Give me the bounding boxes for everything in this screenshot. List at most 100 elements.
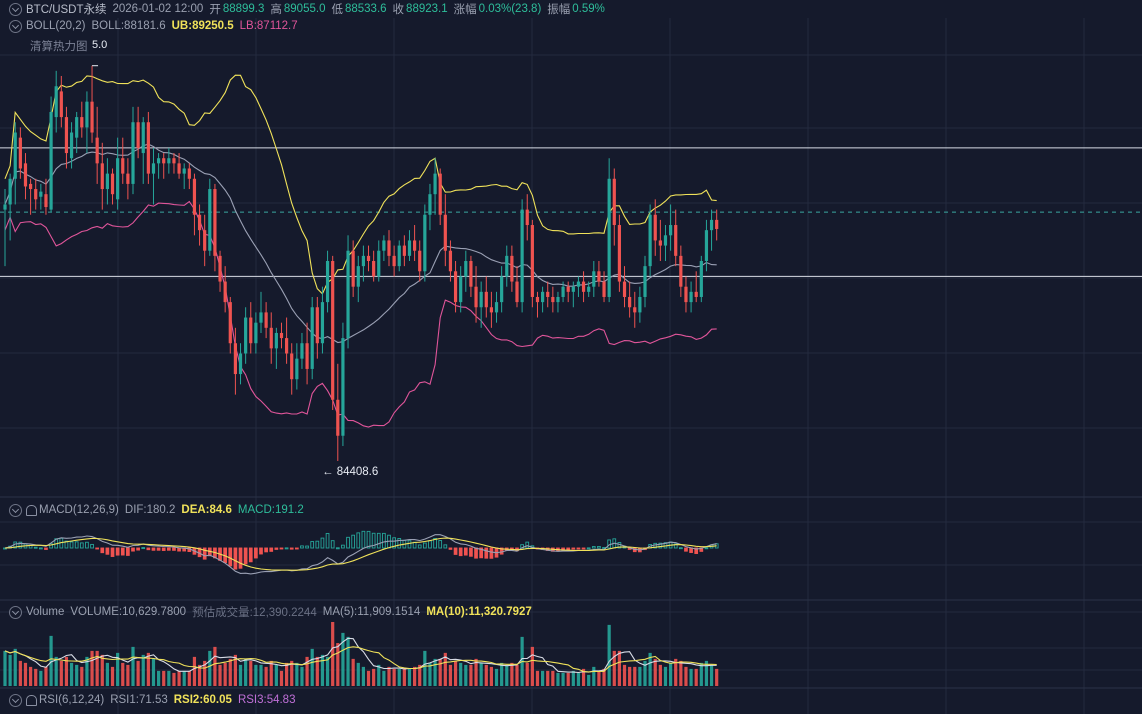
candle [325,261,330,303]
candle [413,240,417,251]
macd-histogram-bar [69,541,74,549]
volume-bar [433,658,437,686]
boll-ub-value: UB:89250.5 [171,20,234,32]
macd-histogram-bar [576,547,581,550]
volume-ma5-value: MA(5):11,909.1514 [322,606,421,618]
macd-histogram-bar [115,547,120,556]
candle [500,276,504,303]
volume-bar [581,668,586,686]
symbol-label[interactable]: BTC/USDT永续 [26,4,107,16]
candle [423,214,427,272]
macd-histogram-bar [33,546,38,549]
collapse-icon[interactable] [9,605,22,619]
volume-bar [428,662,432,686]
candle [617,225,621,282]
volume-bar [192,656,197,686]
candle [218,255,222,282]
price-pane[interactable] [0,65,1142,461]
candle [520,209,524,303]
volume-bar [331,622,335,686]
macd-histogram-bar [85,541,89,549]
macd-histogram-bar [678,547,683,550]
candle [489,307,493,313]
volume-bar [684,666,688,686]
macd-histogram-bar [105,547,110,555]
high-value: 89055.0 [283,3,326,15]
settlement-heatmap-label[interactable]: 清算热力图 [30,41,88,53]
volume-bar [300,666,304,686]
macd-histogram-bar [489,547,494,559]
volume-bar [643,660,647,686]
collapse-icon[interactable] [9,2,22,16]
macd-histogram-bar [100,547,105,554]
candle [315,307,319,344]
macd-pane[interactable] [3,530,719,575]
rsi-label[interactable]: RSI(6,12,24) [39,694,105,706]
volume-bar [228,658,232,686]
candle [110,173,115,195]
volume-bar [694,668,698,686]
volume-bar [628,666,632,686]
volume-bar [407,668,412,686]
volume-bar [39,670,43,686]
volume-bar [274,664,278,686]
candle [39,191,43,197]
candle [233,343,237,375]
candle [18,137,22,169]
volume-bar [474,658,478,686]
macd-histogram-bar [310,541,315,549]
volume-bar [121,662,125,686]
volume-bar [197,664,202,686]
candle [208,189,212,251]
candle [392,255,396,267]
change-value: 0.03%(23.8) [478,3,542,15]
macd-header: MACD(12,26,9) DIF:180.2 DEA:84.6 MACD:19… [0,501,310,519]
collapse-icon[interactable] [9,693,22,707]
volume-bar [382,670,386,686]
macd-histogram-bar [284,547,289,550]
candle [433,173,437,195]
volume-bar [438,658,442,686]
volume-bar [530,646,534,686]
volume-bar [556,672,560,686]
volume-bar [3,650,7,686]
bell-icon[interactable] [26,504,37,516]
candle [607,178,611,297]
volume-bar [69,662,74,686]
candle [469,261,473,287]
macd-histogram-bar [228,547,233,567]
volume-bar [218,664,222,686]
volume-pane[interactable] [3,622,719,686]
macd-histogram-bar [172,547,176,551]
candle [285,338,289,354]
candle [679,255,683,287]
candle [54,86,58,118]
volume-bar [157,670,161,686]
candle [310,307,314,369]
volume-bar [110,666,115,686]
volume-bar [8,654,12,686]
candle [407,240,412,256]
macd-histogram-bar [581,547,586,550]
candle [402,245,406,256]
volume-bar [464,664,468,686]
volume-bar [443,652,447,686]
volume-bar [305,656,309,686]
volume-bar [105,662,109,686]
ticker-header: BTC/USDT永续 2026-01-02 12:00 开 88899.3 高 … [0,0,611,18]
collapse-icon[interactable] [9,503,22,517]
collapse-icon[interactable] [9,19,22,33]
boll-label[interactable]: BOLL(20,2) [26,20,86,32]
volume-value: VOLUME:10,629.7800 [70,606,187,618]
candle [187,168,191,179]
volume-label[interactable]: Volume [26,606,65,618]
candle [494,302,499,313]
volume-bar [469,664,473,686]
macd-label[interactable]: MACD(12,26,9) [39,504,119,516]
candle [479,291,483,308]
candle [182,168,186,174]
bell-icon[interactable] [26,694,37,706]
candle [653,214,657,241]
volume-bar [525,662,529,686]
